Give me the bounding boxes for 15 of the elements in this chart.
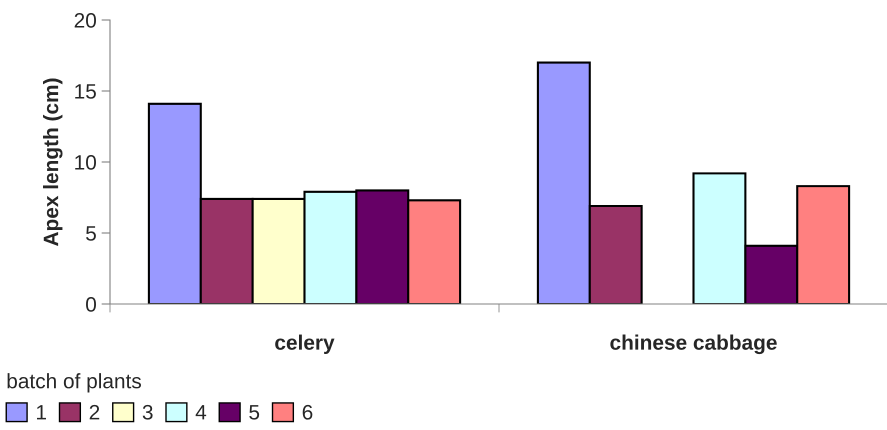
legend-title: batch of plants — [8, 373, 142, 393]
y-tick-label: 5 — [86, 226, 96, 241]
y-tick-label: 10 — [75, 155, 96, 170]
x-tick-label: chinese cabbage — [610, 334, 777, 354]
y-tick-label: 20 — [74, 13, 96, 28]
legend-label: 1 — [37, 405, 46, 420]
legend-label: 6 — [302, 404, 312, 420]
y-tick-label: 15 — [75, 84, 96, 99]
y-tick-label: 0 — [86, 297, 96, 312]
y-axis-title: Apex length (cm) — [43, 78, 63, 246]
x-tick-label: celery — [275, 334, 335, 354]
legend-label: 2 — [90, 404, 100, 420]
legend-label: 4 — [196, 405, 206, 420]
legend-label: 3 — [142, 404, 153, 420]
legend-label: 5 — [249, 405, 260, 420]
